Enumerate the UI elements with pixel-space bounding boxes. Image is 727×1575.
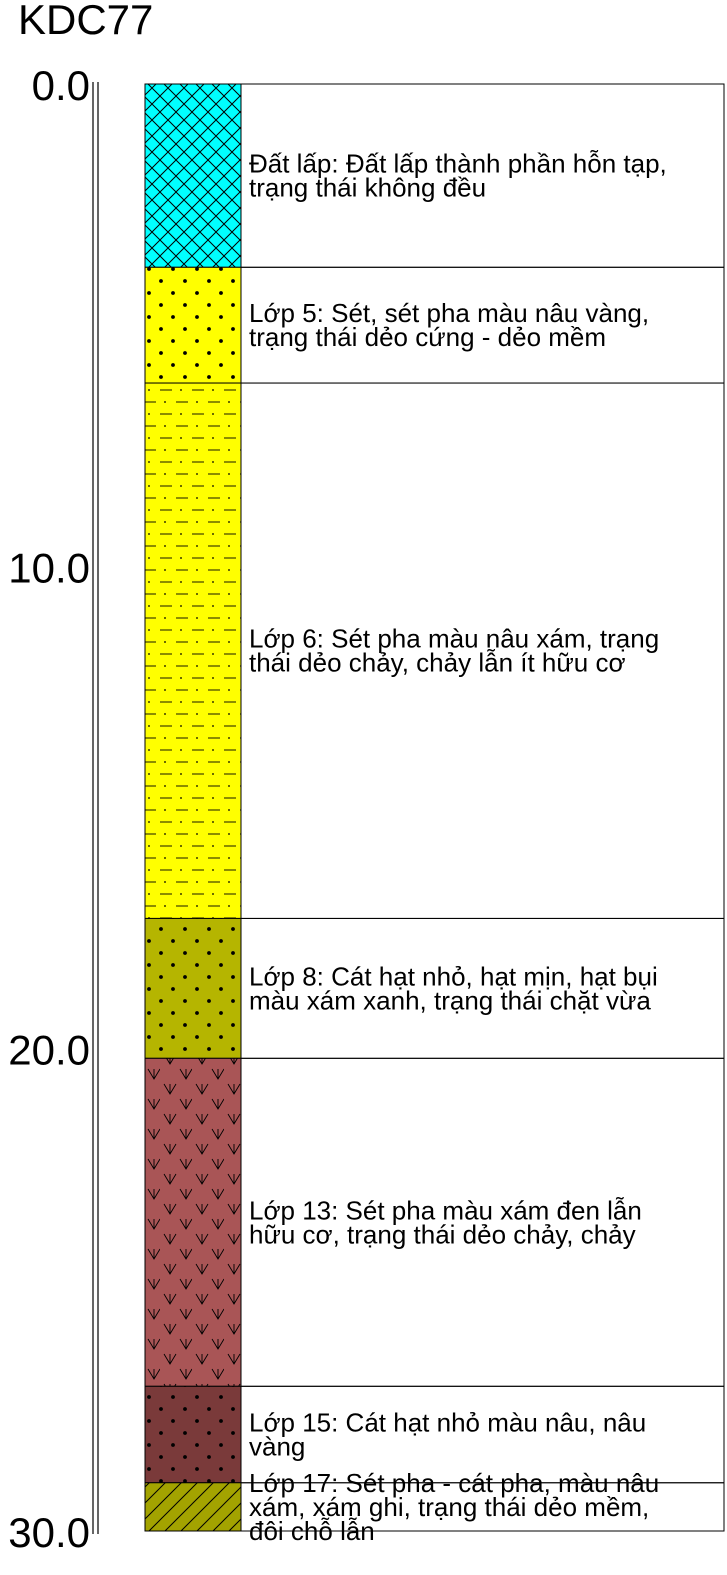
layer-description: xám, xám ghi, trạng thái dẻo mềm, (249, 1492, 649, 1522)
layer-description: hữu cơ, trạng thái dẻo chảy, chảy (249, 1219, 636, 1249)
layer-border (144, 1482, 725, 1532)
layer-description: Lớp 13: Sét pha màu xám đen lẫn (249, 1195, 642, 1225)
layer-description: Đất lấp: Đất lấp thành phần hỗn tạp, (249, 149, 667, 179)
depth-ticks: 0.0 10.0 20.0 30.0 (8, 62, 90, 1556)
layer-description: màu xám xanh, trạng thái chặt vừa (249, 985, 651, 1015)
layer-pattern (145, 1058, 241, 1387)
layer-description: thái dẻo chảy, chảy lẫn ít hữu cơ (249, 648, 626, 678)
layer-pattern (145, 918, 241, 1059)
layer-pattern (145, 1482, 241, 1531)
layer-pattern (145, 1386, 241, 1483)
layer-pattern (145, 267, 241, 384)
layer-row: Lớp 5: Sét, sét pha màu nâu vàng,trạng t… (144, 266, 725, 384)
depth-tick-label: 10.0 (8, 544, 90, 591)
layer-description: Lớp 8: Cát hạt nhỏ, hạt mịn, hạt bụi (249, 961, 658, 991)
layer-pattern (145, 383, 241, 919)
layer-description: trạng thái dẻo cứng - dẻo mềm (249, 322, 606, 352)
layer-description: Lớp 6: Sét pha màu nâu xám, trạng (249, 624, 659, 654)
layer-description: Lớp 17: Sét pha - cát pha, màu nâu (249, 1468, 659, 1498)
layer-description: vàng (249, 1432, 305, 1462)
depth-tick-label: 20.0 (8, 1027, 90, 1074)
layer-description: Lớp 5: Sét, sét pha màu nâu vàng, (249, 298, 649, 328)
layer-pattern (145, 84, 241, 268)
layer-description: đôi chỗ lẫn (249, 1516, 375, 1546)
layer-description: trạng thái không đều (249, 173, 486, 203)
layer-row: Đất lấp: Đất lấp thành phần hỗn tạp,trạn… (144, 83, 725, 268)
layer-row: Lớp 8: Cát hạt nhỏ, hạt mịn, hạt bụimàu … (144, 917, 725, 1059)
borehole-title: KDC77 (18, 0, 153, 43)
layer-description: Lớp 15: Cát hạt nhỏ màu nâu, nâu (249, 1408, 646, 1438)
depth-tick-label: 30.0 (8, 1509, 90, 1556)
depth-tick-label: 0.0 (32, 62, 90, 109)
layer-list: Đất lấp: Đất lấp thành phần hỗn tạp,trạn… (144, 83, 725, 1546)
